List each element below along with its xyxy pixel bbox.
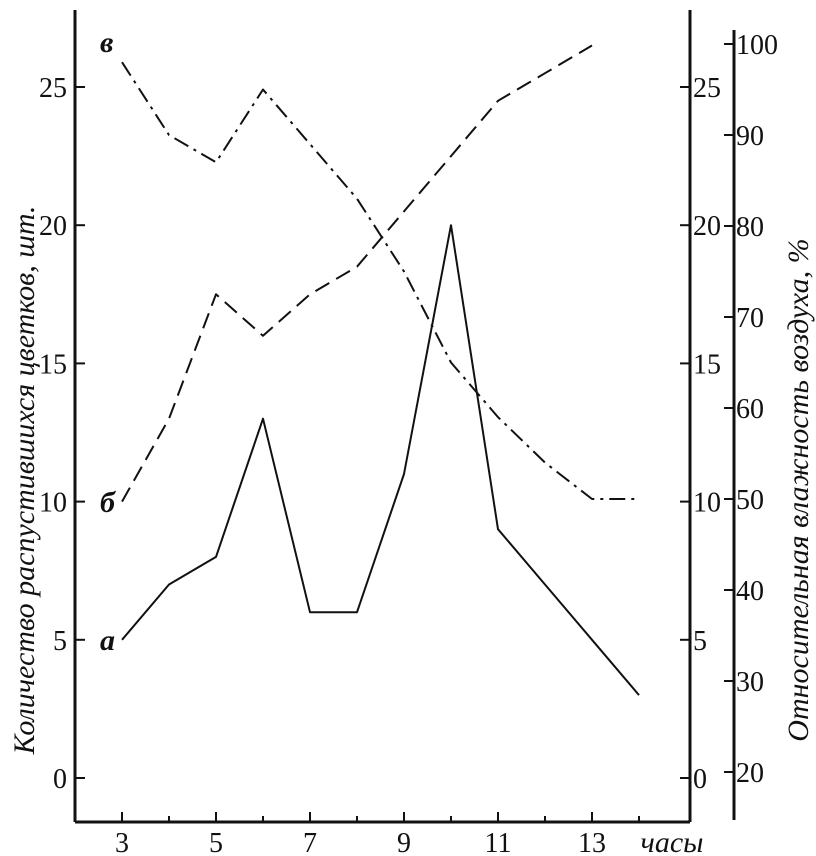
series-label: в bbox=[100, 26, 113, 59]
inner-right-y-tick-label: 20 bbox=[693, 211, 721, 242]
left-y-tick-label: 25 bbox=[39, 73, 67, 104]
inner-right-y-tick-label: 0 bbox=[693, 764, 707, 795]
x-tick-label: 9 bbox=[397, 828, 411, 856]
x-tick-label: 7 bbox=[303, 828, 317, 856]
series-label: а bbox=[100, 624, 115, 657]
x-tick-label: 13 bbox=[578, 828, 606, 856]
left-y-tick-label: 20 bbox=[39, 211, 67, 242]
series-line-dashed bbox=[121, 44, 593, 503]
right-y-tick-label: 20 bbox=[736, 758, 764, 789]
inner-right-y-tick-label: 15 bbox=[693, 349, 721, 380]
inner-right-y-tick-label: 25 bbox=[693, 73, 721, 104]
right-y-tick-label: 50 bbox=[736, 485, 764, 516]
right-y-tick-label: 70 bbox=[736, 303, 764, 334]
right-y-tick-label: 40 bbox=[736, 576, 764, 607]
x-tick-label: 5 bbox=[209, 828, 223, 856]
inner-right-y-tick-label: 5 bbox=[693, 626, 707, 657]
right-y-tick-label: 100 bbox=[736, 30, 778, 61]
series-line-solid bbox=[121, 224, 640, 696]
right-y-tick-label: 80 bbox=[736, 212, 764, 243]
left-y-tick-label: 10 bbox=[39, 488, 67, 519]
series-label: б bbox=[100, 486, 116, 519]
right-y-tick-label: 60 bbox=[736, 394, 764, 425]
x-tick-label: 3 bbox=[115, 828, 129, 856]
left-y-tick-label: 0 bbox=[53, 764, 67, 795]
left-y-tick-label: 15 bbox=[39, 349, 67, 380]
right-y-tick-label: 30 bbox=[736, 667, 764, 698]
inner-right-y-tick-label: 10 bbox=[693, 488, 721, 519]
right-axis-title: Относительная влажность воздуха, % bbox=[782, 238, 815, 741]
x-axis-label: часы bbox=[641, 826, 704, 856]
right-y-tick-label: 90 bbox=[736, 121, 764, 152]
left-axis-title: Количество распустившихся цветков, шт. bbox=[8, 206, 41, 756]
left-y-tick-label: 5 bbox=[53, 626, 67, 657]
x-tick-label: 11 bbox=[485, 828, 512, 856]
series-line-dashdot bbox=[121, 61, 639, 500]
